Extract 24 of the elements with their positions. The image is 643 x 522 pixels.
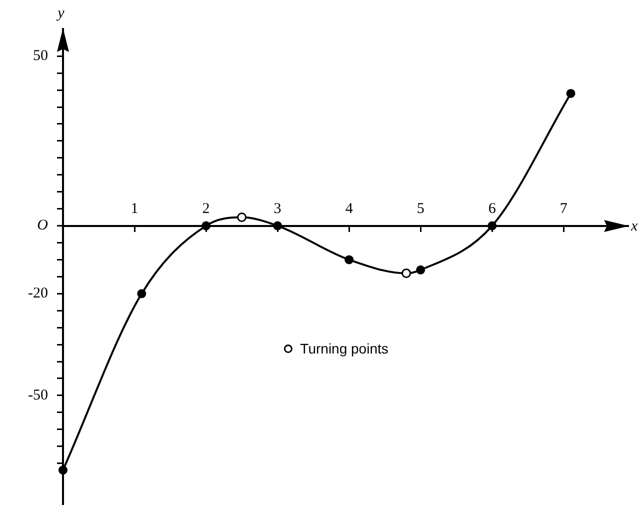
x-tick-label: 5 [416, 201, 424, 218]
point [566, 88, 576, 98]
x-tick-label: 7 [560, 201, 568, 218]
point [488, 221, 497, 230]
x-tick-label: 2 [202, 201, 210, 218]
y-tick-label: O [37, 218, 48, 234]
point [237, 212, 247, 222]
x-tick-label: 6 [488, 201, 496, 218]
y-tick-label: -20 [28, 286, 48, 302]
point [137, 289, 146, 298]
x-tick-label: 4 [345, 201, 354, 218]
point [416, 265, 426, 274]
x-tick-label: 1 [130, 201, 138, 218]
y-axis-title: y [56, 5, 65, 22]
legend-label: Turning points [300, 340, 388, 357]
y-tick-label: -50 [28, 387, 48, 404]
x-tick-label: 3 [274, 201, 282, 218]
point [402, 268, 412, 278]
point [344, 255, 354, 264]
point [202, 221, 211, 230]
y-tick-label: 50 [33, 48, 48, 64]
x-axis-title: x [630, 218, 638, 235]
point [273, 221, 282, 230]
point [58, 466, 68, 475]
